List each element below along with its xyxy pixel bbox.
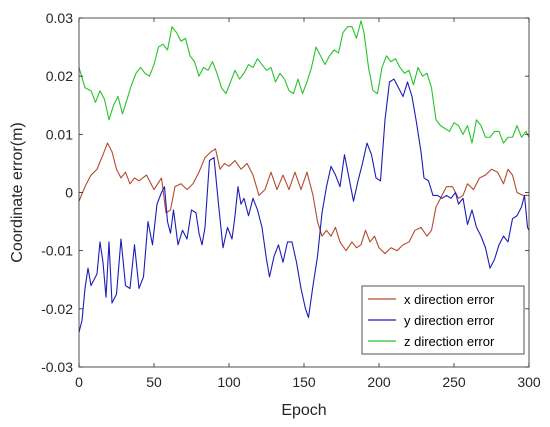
y-tick-label: -0.01 (41, 243, 73, 259)
legend-label: x direction error (404, 292, 495, 307)
y-tick-label: 0 (65, 185, 73, 201)
x-tick-label: 0 (75, 374, 83, 390)
series-layer (78, 20, 530, 333)
y-axis-label: Coordinate error(m) (9, 122, 26, 262)
series-line-1 (78, 142, 529, 255)
series-line-3 (78, 20, 530, 144)
x-tick-label: 250 (442, 374, 466, 390)
x-tick-label: 50 (146, 374, 162, 390)
legend-label: y direction error (404, 313, 495, 328)
x-tick-label: 200 (367, 374, 391, 390)
legend-label: z direction error (404, 334, 495, 349)
x-axis-label: Epoch (281, 402, 326, 419)
y-tick-label: -0.02 (41, 301, 73, 317)
legend: x direction error y direction error z dire… (361, 285, 525, 355)
axes-layer: 0 50 100 150 200 250 300 -0.03 -0.02 -0.01 0 0.01 0.… (41, 10, 541, 390)
series-line-2 (78, 78, 530, 333)
y-tick-label: -0.03 (41, 359, 73, 375)
y-tick-label: 0.03 (46, 10, 73, 26)
x-tick-label: 300 (517, 374, 541, 390)
y-tick-label: 0.01 (46, 126, 73, 142)
x-tick-label: 150 (292, 374, 316, 390)
x-tick-label: 100 (217, 374, 241, 390)
y-tick-label: 0.02 (46, 68, 73, 84)
